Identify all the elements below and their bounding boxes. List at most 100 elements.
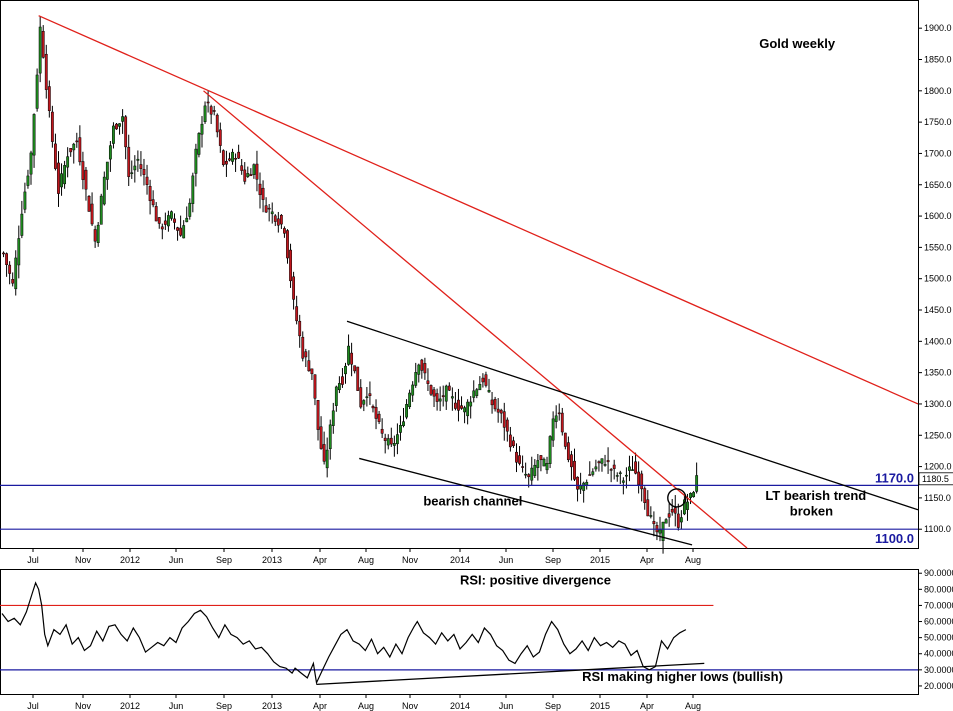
candle [276,211,280,233]
candle [634,452,637,475]
candle [304,348,308,367]
rsi-trendline [316,662,705,685]
candle [609,467,613,483]
candle [481,373,485,388]
candle [392,435,396,457]
candle [695,462,699,494]
candle [96,221,100,247]
price-x-tick-label: 2013 [262,555,282,565]
candle [163,212,167,230]
candle [386,434,390,450]
candle [231,148,234,165]
candle [487,378,491,393]
candle [545,456,549,474]
candle [597,460,601,472]
price-x-tick-label: 2012 [120,555,140,565]
rsi-y-tick-label: 20.0000 [924,681,953,691]
price-annotation: bearish channel [423,493,522,508]
price-y-tick-label: 1750.0 [924,117,952,127]
candle [606,447,610,474]
candle [334,385,338,412]
candle [640,470,644,502]
candle [75,132,79,148]
candle [289,243,292,288]
candle [145,164,149,195]
candle [218,122,222,153]
candle [273,214,277,227]
price-y-tick-label: 1550.0 [924,242,952,252]
candle [566,436,570,463]
candle [493,396,497,412]
candle [148,179,152,215]
candle [26,169,30,189]
candle [337,376,341,394]
candle [508,426,512,452]
rsi-y-tick-label: 50.0000 [924,633,953,643]
candle [78,125,82,166]
price-x-tick-label: Jun [169,555,184,565]
candle [197,132,201,158]
candle [243,162,247,185]
rsi-x-tick-label: Jun [169,701,184,711]
rsi-y-tick-label: 60.0000 [924,617,953,627]
candle [655,521,659,541]
candle [350,342,354,377]
candle [560,407,564,436]
candle [283,226,286,238]
candle [209,104,213,124]
candle [81,151,85,190]
price-x-tick-label: Jul [27,555,39,565]
rsi-y-tick-label: 40.0000 [924,649,953,659]
candle [112,122,115,149]
candle [246,166,250,178]
price-x-tick-label: 2015 [590,555,610,565]
candle [417,363,421,383]
candle [2,251,5,258]
candle [99,193,103,225]
candle [368,381,372,405]
candle [301,331,305,362]
candle [182,220,186,239]
price-y-tick-label: 1850.0 [924,54,952,64]
candle [154,202,158,222]
candle [50,105,54,148]
price-y-tick-label: 1150.0 [924,493,951,503]
rsi-x-tick-label: Nov [75,701,92,711]
candle [469,396,473,419]
candle [170,210,173,221]
candle [518,446,521,466]
candles [2,16,699,554]
candle [331,402,335,434]
candle [664,518,668,524]
last-price-label: 1180.5 [922,474,949,484]
candle [60,163,63,196]
candle [542,457,546,467]
candle [502,402,506,441]
rsi-line [1,581,687,685]
candle [615,472,619,482]
price-x-tick-label: Sep [545,555,561,565]
candle [130,160,134,179]
candle [530,456,534,487]
candle [457,388,460,422]
candle [631,456,634,471]
price-x-tick-label: Apr [640,555,654,565]
candle [594,459,598,472]
candle [515,443,518,473]
candle [460,396,463,410]
candle [389,427,393,447]
trendline-2 [346,320,919,511]
candle [652,511,656,537]
candle [228,152,231,162]
candle [215,113,219,138]
candle [166,210,170,232]
candle [612,459,616,480]
candle [521,455,525,473]
candle [466,399,470,425]
candle [90,192,94,227]
candle [93,225,97,248]
rsi-x-tick-label: 2013 [262,701,282,711]
candle [105,161,109,190]
candle [383,433,387,454]
candle [670,498,674,516]
